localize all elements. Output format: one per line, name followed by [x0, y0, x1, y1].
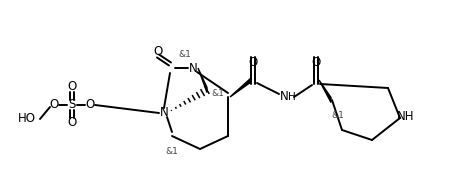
- Text: O: O: [248, 56, 257, 68]
- Text: N: N: [188, 62, 197, 74]
- Text: &1: &1: [331, 111, 344, 119]
- Text: NH: NH: [396, 110, 414, 122]
- Text: &1: &1: [211, 88, 224, 97]
- Text: O: O: [67, 117, 76, 130]
- Text: &1: &1: [178, 50, 191, 59]
- Polygon shape: [229, 78, 250, 97]
- Text: O: O: [85, 99, 95, 111]
- Text: N: N: [279, 91, 288, 103]
- Polygon shape: [197, 68, 207, 93]
- Polygon shape: [318, 80, 330, 102]
- Text: S: S: [68, 99, 76, 111]
- Text: HO: HO: [18, 113, 36, 125]
- Text: O: O: [153, 45, 162, 57]
- Text: H: H: [288, 92, 295, 102]
- Text: O: O: [67, 80, 76, 94]
- Text: N: N: [159, 107, 168, 119]
- Text: &1: &1: [165, 148, 178, 157]
- Text: O: O: [311, 56, 320, 68]
- Text: O: O: [49, 99, 59, 111]
